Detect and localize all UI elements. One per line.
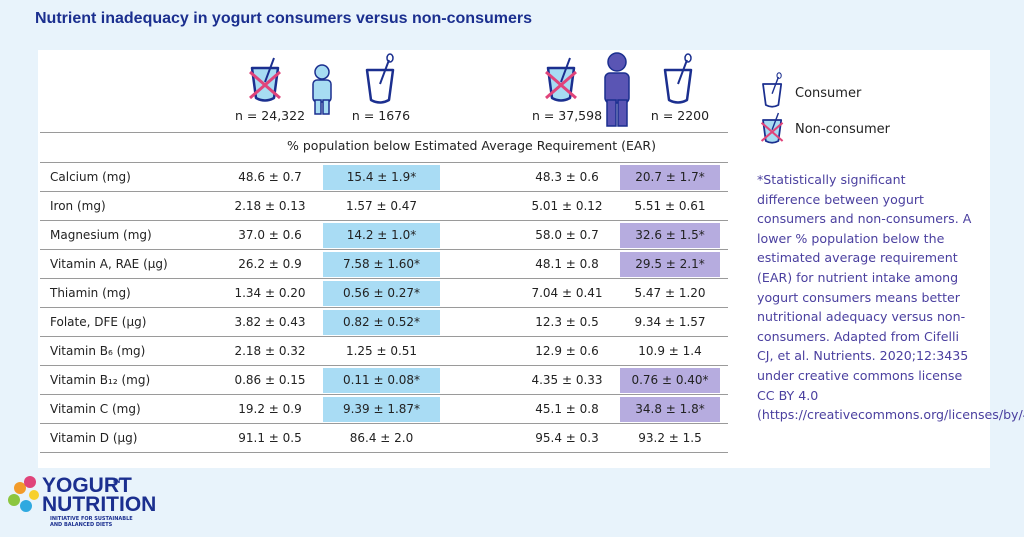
cell: 26.2 ± 0.9: [238, 257, 302, 271]
cell: 1.25 ± 0.51: [345, 344, 418, 358]
logo-text: NUTRITION: [42, 493, 157, 516]
cell: 58.0 ± 0.7: [535, 228, 599, 242]
cell: 12.3 ± 0.5: [535, 315, 599, 329]
child-icon: [312, 64, 332, 115]
cell: 7.04 ± 0.41: [531, 286, 603, 300]
logo-text: YOGURT: [42, 474, 132, 497]
row-label: Iron (mg): [50, 199, 106, 213]
cell: 48.3 ± 0.6: [535, 170, 599, 184]
rule: [40, 365, 728, 366]
cell: 48.6 ± 0.7: [238, 170, 302, 184]
cell: 0.76 ± 0.40*: [620, 368, 720, 393]
consumer-icon: [365, 52, 395, 104]
cell: 29.5 ± 2.1*: [620, 252, 720, 277]
cell: 1.57 ± 0.47: [345, 199, 418, 213]
cell: 2.18 ± 0.32: [234, 344, 306, 358]
cell: 34.8 ± 1.8*: [620, 397, 720, 422]
cell: 9.34 ± 1.57: [634, 315, 706, 329]
cell: 3.82 ± 0.43: [234, 315, 306, 329]
cell: 48.1 ± 0.8: [535, 257, 599, 271]
cell: 5.01 ± 0.12: [531, 199, 603, 213]
cell: 0.82 ± 0.52*: [323, 310, 440, 335]
cell: 12.9 ± 0.6: [535, 344, 599, 358]
cell: 32.6 ± 1.5*: [620, 223, 720, 248]
row-label: Vitamin D (μg): [50, 431, 138, 445]
logo-tagline: INITIATIVE FOR SUSTAINABLE AND BALANCED …: [50, 516, 133, 528]
rule: [40, 132, 728, 133]
cell: 86.4 ± 2.0: [349, 431, 414, 445]
title: Nutrient inadequacy in yogurt consumers …: [35, 10, 532, 27]
cell: 5.47 ± 1.20: [634, 286, 706, 300]
row-label: Magnesium (mg): [50, 228, 152, 242]
cell: 0.11 ± 0.08*: [323, 368, 440, 393]
row-label: Vitamin A, RAE (μg): [50, 257, 168, 271]
cell: 10.9 ± 1.4: [638, 344, 702, 358]
legend-consumer-icon: [762, 71, 783, 108]
row-label: Vitamin C (mg): [50, 402, 141, 416]
cell: 4.35 ± 0.33: [531, 373, 603, 387]
n-label: n = 37,598: [531, 108, 603, 123]
cell: 2.18 ± 0.13: [234, 199, 306, 213]
cell: 37.0 ± 0.6: [238, 228, 302, 242]
footnote: *Statistically significant difference be…: [757, 172, 1024, 423]
logo-text: IN: [113, 478, 121, 485]
rule: [40, 336, 728, 337]
cell: 19.2 ± 0.9: [238, 402, 302, 416]
panel: [38, 50, 990, 468]
rule: [40, 423, 728, 424]
rule: [40, 307, 728, 308]
legend-label: Consumer: [795, 86, 862, 101]
rule: [40, 162, 728, 163]
subheader: % population below Estimated Average Req…: [287, 138, 656, 153]
rule: [40, 249, 728, 250]
cell: 9.39 ± 1.87*: [323, 397, 440, 422]
cell: 91.1 ± 0.5: [238, 431, 302, 445]
rule: [40, 394, 728, 395]
cell: 7.58 ± 1.60*: [323, 252, 440, 277]
non-consumer-icon: [544, 56, 578, 102]
logo-mark: [8, 476, 39, 512]
rule: [40, 278, 728, 279]
cell: 0.86 ± 0.15: [234, 373, 306, 387]
legend-non-consumer-icon: [760, 111, 784, 144]
rule: [40, 191, 728, 192]
cell: 95.4 ± 0.3: [535, 431, 599, 445]
row-label: Folate, DFE (μg): [50, 315, 147, 329]
row-label: Vitamin B₁₂ (mg): [50, 373, 151, 387]
n-label: n = 24,322: [234, 108, 306, 123]
row-label: Vitamin B₆ (mg): [50, 344, 146, 358]
cell: 0.56 ± 0.27*: [323, 281, 440, 306]
legend-label: Non-consumer: [795, 122, 890, 137]
cell: 1.34 ± 0.20: [234, 286, 306, 300]
rule: [40, 452, 728, 453]
non-consumer-icon: [248, 56, 282, 102]
adult-icon: [604, 52, 630, 127]
cell: 93.2 ± 1.5: [638, 431, 702, 445]
cell: 45.1 ± 0.8: [535, 402, 599, 416]
consumer-icon: [663, 52, 693, 104]
n-label: n = 2200: [650, 108, 710, 123]
n-label: n = 1676: [351, 108, 411, 123]
cell: 14.2 ± 1.0*: [323, 223, 440, 248]
cell: 15.4 ± 1.9*: [323, 165, 440, 190]
cell: 20.7 ± 1.7*: [620, 165, 720, 190]
row-label: Thiamin (mg): [50, 286, 131, 300]
row-label: Calcium (mg): [50, 170, 131, 184]
rule: [40, 220, 728, 221]
cell: 5.51 ± 0.61: [634, 199, 706, 213]
